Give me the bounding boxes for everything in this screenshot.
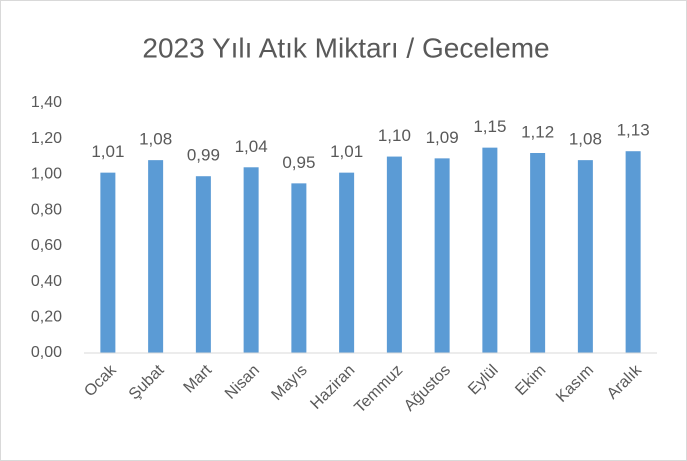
data-label: 0,99 [187, 146, 220, 165]
bar [482, 147, 498, 353]
chart-title: 2023 Yılı Atık Miktarı / Geceleme [142, 32, 549, 63]
y-tick-label: 0,80 [31, 201, 62, 218]
bar [625, 151, 641, 353]
bar [386, 156, 402, 353]
data-label: 1,12 [521, 122, 554, 141]
data-label: 1,01 [330, 142, 363, 161]
y-tick-label: 0,20 [31, 309, 62, 326]
y-tick-label: 1,20 [31, 130, 62, 147]
bar [530, 153, 546, 353]
y-tick-label: 1,00 [31, 166, 62, 183]
data-label: 1,08 [569, 130, 602, 149]
bar [577, 160, 593, 353]
bar [195, 176, 211, 353]
data-label: 1,15 [473, 117, 506, 136]
bar [243, 167, 259, 353]
y-tick-label: 1,40 [31, 94, 62, 111]
data-label: 1,04 [235, 137, 268, 156]
data-label: 1,01 [91, 142, 124, 161]
bar [339, 172, 355, 353]
data-label: 1,13 [617, 121, 650, 140]
data-label: 0,95 [282, 153, 315, 172]
y-tick-label: 0,00 [31, 344, 62, 361]
bar [148, 160, 164, 353]
data-label: 1,08 [139, 130, 172, 149]
y-tick-label: 0,40 [31, 273, 62, 290]
bar [291, 183, 307, 353]
bar [434, 158, 450, 353]
bar [100, 172, 116, 353]
data-label: 1,09 [426, 128, 459, 147]
data-label: 1,10 [378, 126, 411, 145]
y-tick-label: 0,60 [31, 237, 62, 254]
